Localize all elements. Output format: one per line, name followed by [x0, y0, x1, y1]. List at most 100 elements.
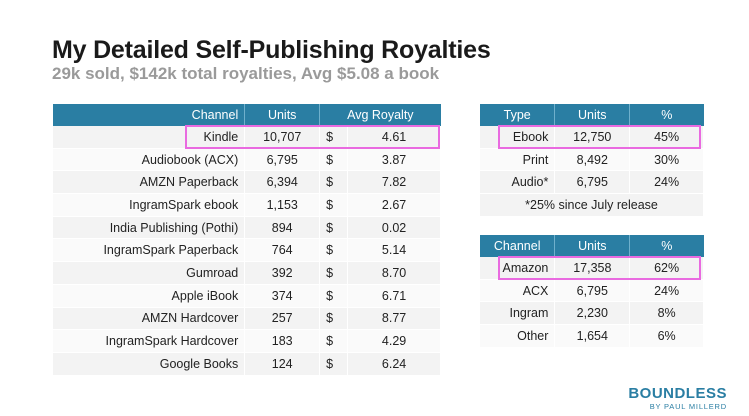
channel-cell: India Publishing (Pothi): [53, 216, 246, 240]
channel-cell: AMZN Hardcover: [53, 307, 246, 331]
units-cell: 6,394: [244, 170, 321, 195]
highlight-box-ebook: [498, 125, 701, 149]
column-header-units: Units: [244, 104, 321, 126]
channel-cell: Other: [480, 324, 556, 348]
table-row: Apple iBook 374 $6.71: [53, 284, 441, 308]
channel-summary-table: Channel Units % Amazon 17,358 62% ACX 6,795 2…: [480, 235, 704, 348]
table-row: Kindle 10,707 $4.61: [53, 126, 441, 149]
currency-cell: $: [319, 126, 349, 149]
currency-cell: $: [319, 170, 349, 195]
brand-logo-text: BOUNDLESS: [628, 385, 727, 402]
type-table-note-row: *25% since July release: [480, 193, 704, 217]
column-header-units: Units: [554, 235, 631, 257]
column-header-percent: %: [629, 104, 704, 126]
percent-cell: 24%: [629, 279, 704, 303]
units-cell: 1,654: [554, 324, 631, 348]
percent-cell: 6%: [629, 324, 704, 348]
units-cell: 374: [244, 284, 321, 308]
royalty-cell: 0.02: [347, 216, 441, 240]
type-table: Type Units % Ebook 12,750 45% Print 8,492 30%…: [480, 104, 704, 217]
channel-cell: IngramSpark Hardcover: [53, 329, 246, 353]
royalty-cell: 4.61: [347, 126, 441, 149]
currency-cell: $: [319, 148, 349, 172]
highlight-box-kindle: [185, 125, 440, 149]
currency-cell: $: [319, 329, 349, 353]
table-row: Audiobook (ACX) 6,795 $3.87: [53, 148, 441, 172]
channels-table-header: Channel Units Avg Royalty: [53, 104, 441, 126]
percent-cell: 45%: [629, 126, 704, 149]
percent-cell: 8%: [629, 301, 704, 326]
royalty-cell: 2.67: [347, 193, 441, 217]
column-header-type: Type: [480, 104, 556, 126]
units-cell: 8,492: [554, 148, 631, 172]
royalty-cell: 8.77: [347, 307, 441, 331]
footnote: *25% since July release: [480, 193, 704, 217]
currency-cell: $: [319, 284, 349, 308]
table-row: Print 8,492 30%: [480, 148, 704, 172]
units-cell: 2,230: [554, 301, 631, 326]
table-row: IngramSpark ebook 1,153 $2.67: [53, 193, 441, 217]
table-row: ACX 6,795 24%: [480, 279, 704, 303]
units-cell: 6,795: [554, 279, 631, 303]
currency-cell: $: [319, 307, 349, 331]
type-table-header: Type Units %: [480, 104, 704, 126]
type-cell: Print: [480, 148, 556, 172]
percent-cell: 30%: [629, 148, 704, 172]
units-cell: 1,153: [244, 193, 321, 217]
currency-cell: $: [319, 352, 349, 376]
currency-cell: $: [319, 193, 349, 217]
page-title: My Detailed Self-Publishing Royalties: [52, 36, 491, 64]
channel-cell: Gumroad: [53, 261, 246, 285]
brand-byline: BY PAUL MILLERD: [649, 402, 727, 411]
royalty-cell: 5.14: [347, 238, 441, 263]
channel-cell: Apple iBook: [53, 284, 246, 308]
table-row: Audio* 6,795 24%: [480, 170, 704, 195]
royalty-cell: 6.24: [347, 352, 441, 376]
column-header-units: Units: [554, 104, 631, 126]
units-cell: 764: [244, 238, 321, 263]
column-header-channel: Channel: [480, 235, 556, 257]
table-row: India Publishing (Pothi) 894 $0.02: [53, 216, 441, 240]
column-header-avg-royalty: Avg Royalty: [319, 104, 441, 126]
units-cell: 392: [244, 261, 321, 285]
percent-cell: 62%: [629, 257, 704, 280]
units-cell: 894: [244, 216, 321, 240]
royalty-cell: 8.70: [347, 261, 441, 285]
column-header-percent: %: [629, 235, 704, 257]
page-subtitle: 29k sold, $142k total royalties, Avg $5.…: [52, 64, 440, 83]
royalty-cell: 7.82: [347, 170, 441, 195]
table-row: AMZN Paperback 6,394 $7.82: [53, 170, 441, 195]
column-header-channel: Channel: [53, 104, 246, 126]
royalty-cell: 6.71: [347, 284, 441, 308]
table-row: AMZN Hardcover 257 $8.77: [53, 307, 441, 331]
table-row: Ingram 2,230 8%: [480, 301, 704, 326]
channel-cell: Ingram: [480, 301, 556, 326]
channels-table: Channel Units Avg Royalty Kindle 10,707 $4…: [53, 104, 441, 376]
table-row: IngramSpark Hardcover 183 $4.29: [53, 329, 441, 353]
units-cell: 6,795: [244, 148, 321, 172]
units-cell: 6,795: [554, 170, 631, 195]
type-cell: Audio*: [480, 170, 556, 195]
channel-cell: ACX: [480, 279, 556, 303]
table-row: Other 1,654 6%: [480, 324, 704, 348]
channel-cell: AMZN Paperback: [53, 170, 246, 195]
channel-cell: IngramSpark ebook: [53, 193, 246, 217]
units-cell: 12,750: [554, 126, 631, 149]
royalty-cell: 4.29: [347, 329, 441, 353]
royalty-cell: 3.87: [347, 148, 441, 172]
currency-cell: $: [319, 261, 349, 285]
currency-cell: $: [319, 216, 349, 240]
table-row: Google Books 124 $6.24: [53, 352, 441, 376]
table-row: IngramSpark Paperback 764 $5.14: [53, 238, 441, 263]
channel-cell: Google Books: [53, 352, 246, 376]
channel-cell: IngramSpark Paperback: [53, 238, 246, 263]
currency-cell: $: [319, 238, 349, 263]
units-cell: 124: [244, 352, 321, 376]
channel-cell: Kindle: [53, 126, 246, 149]
units-cell: 183: [244, 329, 321, 353]
percent-cell: 24%: [629, 170, 704, 195]
channel-cell: Audiobook (ACX): [53, 148, 246, 172]
units-cell: 257: [244, 307, 321, 331]
table-row: Gumroad 392 $8.70: [53, 261, 441, 285]
highlight-box-amazon: [498, 256, 701, 280]
